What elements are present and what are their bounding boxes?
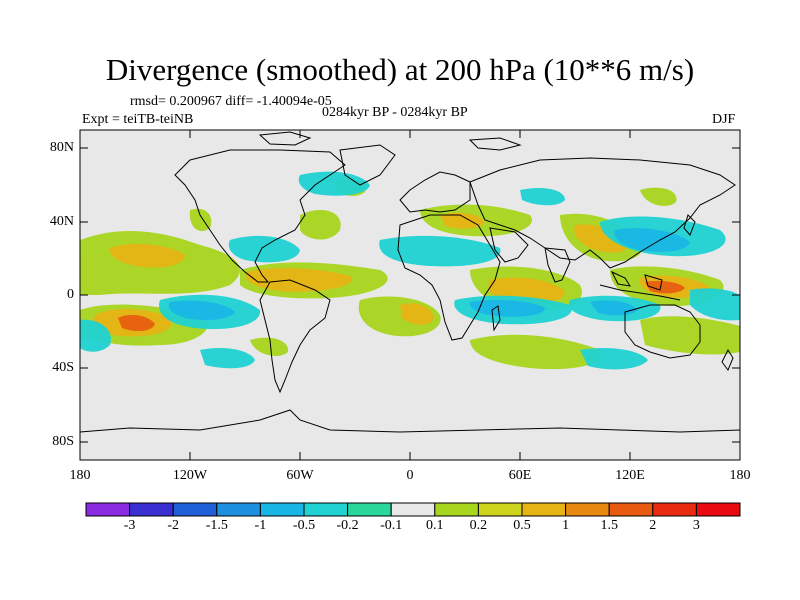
colorbar-swatch — [477, 502, 523, 517]
lon-tick-180e: 180 — [729, 468, 751, 483]
red-fill — [118, 280, 685, 332]
axis-ticks — [80, 130, 740, 460]
lon-tick-120e: 120E — [615, 468, 645, 483]
colorbar-swatch — [695, 502, 741, 517]
colorbar-label: 0.2 — [469, 518, 488, 533]
divergence-field — [80, 131, 740, 433]
colorbar-label: 1 — [562, 518, 570, 533]
lon-tick-120w: 120W — [172, 468, 208, 483]
period-label: 0284kyr BP - 0284kyr BP — [322, 105, 468, 120]
colorbar-swatch — [652, 502, 697, 517]
colorbar-swatch — [521, 502, 567, 517]
experiment-label: Expt = teiTB-teiNB — [82, 112, 194, 127]
stats-text: rmsd= 0.200967 diff= -1.40094e-05 — [130, 94, 332, 109]
season-label: DJF — [712, 112, 736, 127]
colorbar-swatch — [565, 502, 610, 517]
lat-tick-40s: 40S — [52, 360, 74, 375]
lat-tick-0: 0 — [67, 287, 74, 302]
colorbar-label: 3 — [692, 518, 700, 533]
lon-tick-60w: 60W — [286, 468, 314, 483]
lat-tick-40n: 40N — [49, 214, 74, 229]
lat-tick-80s: 80S — [52, 434, 74, 449]
colorbar-label: 0.5 — [513, 518, 531, 533]
colorbar-label: -1 — [254, 518, 267, 533]
colorbar-label: 2 — [649, 518, 657, 533]
colorbar-label: -3 — [123, 518, 136, 533]
colorbar — [85, 502, 741, 517]
colorbar-swatch — [390, 502, 436, 517]
colorbar-swatch — [85, 502, 131, 517]
colorbar-swatch — [347, 502, 392, 517]
lon-tick-180w: 180 — [69, 468, 91, 483]
plot-title: Divergence (smoothed) at 200 hPa (10**6 … — [105, 52, 695, 87]
colorbar-label: 0.1 — [426, 518, 444, 533]
coastlines — [80, 131, 740, 433]
colorbar-label: -1.5 — [205, 518, 228, 533]
colorbar-swatch — [172, 502, 218, 517]
colorbar-label: 1.5 — [600, 518, 618, 533]
colorbar-label: -0.2 — [336, 518, 359, 533]
colorbar-swatch — [303, 502, 349, 517]
lat-tick-80n: 80N — [49, 140, 74, 155]
colorbar-swatch — [259, 502, 305, 517]
colorbar-swatch — [216, 502, 261, 517]
colorbar-swatch — [434, 502, 479, 517]
lon-tick-60e: 60E — [508, 468, 532, 483]
lon-tick-0: 0 — [406, 468, 414, 483]
colorbar-label: -0.1 — [380, 518, 403, 533]
colorbar-label: -0.5 — [292, 518, 316, 533]
colorbar-swatch — [608, 502, 654, 517]
colorbar-swatch — [129, 502, 174, 517]
colorbar-label: -2 — [167, 518, 180, 533]
